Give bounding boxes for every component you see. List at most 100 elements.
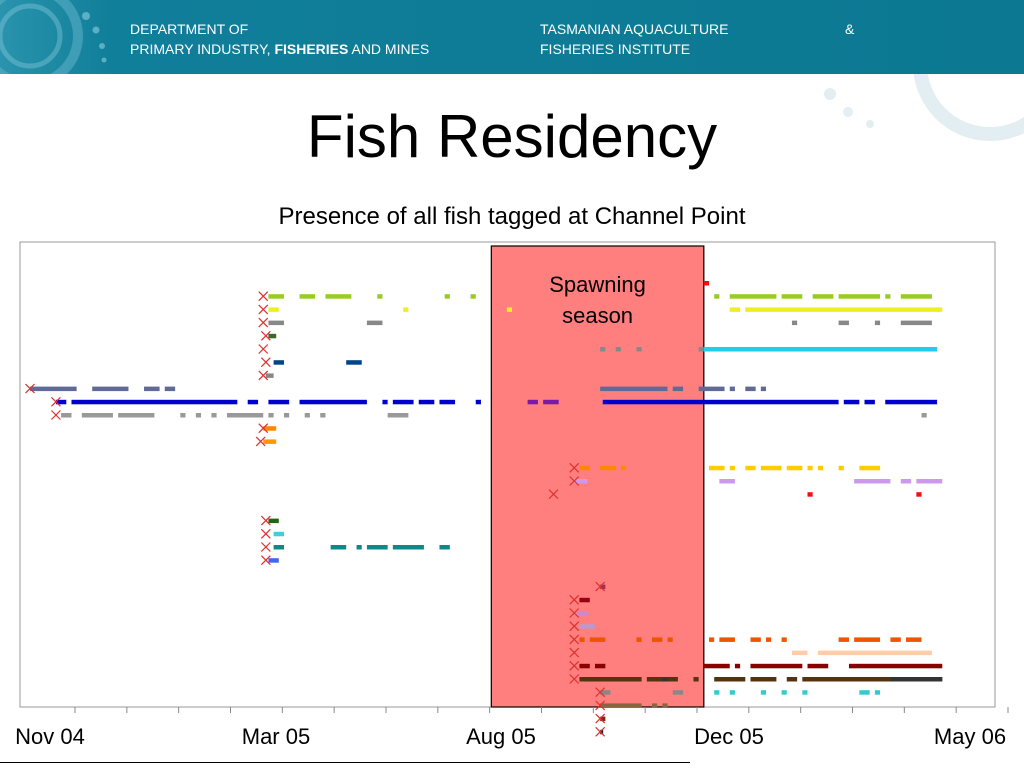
header-banner: DEPARTMENT OF PRIMARY INDUSTRY, FISHERIE… [0, 0, 1024, 74]
department-name: DEPARTMENT OF PRIMARY INDUSTRY, FISHERIE… [130, 19, 429, 59]
presence-segment [859, 690, 870, 695]
presence-segment [885, 294, 891, 299]
presence-segment [620, 465, 627, 471]
department-line-2-pre: PRIMARY INDUSTRY, [130, 41, 275, 57]
presence-segment [916, 479, 943, 484]
presence-segment [729, 690, 735, 695]
tag-marker [255, 436, 266, 447]
presence-segment [600, 690, 611, 695]
presence-segment [760, 386, 767, 392]
presence-segment [602, 399, 839, 405]
presence-segment [268, 399, 290, 405]
presence-segment [366, 320, 383, 326]
tag-marker [595, 687, 606, 698]
presence-segment [729, 386, 735, 392]
presence-segment [439, 399, 456, 405]
presence-segment [366, 545, 388, 550]
presence-segment [729, 307, 741, 312]
presence-segment [600, 716, 606, 722]
presence-segment [382, 399, 388, 405]
presence-segment [439, 545, 450, 550]
presence-segment [854, 479, 891, 484]
presence-segment [61, 413, 72, 418]
presence-segment [418, 399, 435, 405]
presence-segment [791, 650, 808, 656]
presence-segment [263, 426, 277, 431]
presence-segment [164, 386, 176, 392]
presence-segment [900, 320, 932, 326]
presence-segment [719, 637, 735, 642]
presence-segment [268, 558, 279, 563]
presence-segment [714, 690, 720, 695]
presence-segment [392, 545, 424, 550]
presence-segment [672, 690, 684, 695]
tag-marker [569, 647, 580, 658]
presence-segment [283, 413, 290, 418]
presence-segment [387, 413, 409, 418]
presence-segment [791, 320, 798, 326]
presence-segment [662, 677, 668, 682]
presence-segment [579, 677, 642, 682]
chart-subtitle: Presence of all fish tagged at Channel P… [278, 203, 746, 230]
presence-segment [703, 347, 938, 352]
presence-segment [729, 294, 777, 299]
presence-segment [807, 465, 813, 471]
presence-segment [781, 690, 787, 695]
department-line-2-post: AND MINES [348, 41, 430, 57]
presence-segment [714, 677, 746, 682]
institute-line-2: FISHERIES INSTITUTE [540, 41, 691, 57]
presence-segment [600, 386, 668, 392]
presence-segment [859, 465, 881, 471]
tag-marker [258, 370, 269, 381]
presence-segment [750, 663, 803, 669]
tag-marker [258, 344, 269, 354]
tag-marker [260, 330, 271, 341]
bottom-rule [0, 762, 690, 763]
presence-segment [781, 637, 787, 642]
tag-marker [260, 555, 271, 566]
presence-segment [579, 597, 590, 603]
presence-segment [786, 677, 798, 682]
presence-segment [636, 347, 642, 352]
tag-marker [50, 410, 61, 420]
x-tick-label: Dec 05 [694, 724, 764, 749]
presence-segment [750, 637, 761, 642]
presence-segment [781, 294, 803, 299]
presence-segment [579, 663, 590, 669]
presence-segment [874, 320, 881, 326]
presence-segment [719, 479, 735, 484]
spawning-season-label-line-2: season [562, 303, 633, 328]
presence-segment [709, 465, 725, 471]
presence-segment [527, 399, 538, 405]
presence-segment [226, 413, 264, 418]
tag-marker [258, 291, 269, 302]
presence-segment [760, 465, 782, 471]
corner-decoration [824, 74, 1024, 141]
tag-marker [260, 528, 271, 539]
presence-segment [81, 413, 113, 418]
presence-segment [268, 333, 277, 339]
x-tick-label: May 06 [934, 724, 1006, 749]
tag-marker [569, 462, 580, 473]
presence-segment [900, 294, 932, 299]
presence-segment [506, 307, 513, 312]
presence-segment [786, 465, 803, 471]
tag-marker [569, 594, 580, 605]
presence-segment [750, 677, 777, 682]
presence-segment [745, 465, 756, 471]
presence-segment [734, 663, 741, 669]
tag-marker [50, 396, 61, 407]
presence-segment [403, 307, 409, 312]
presence-segment [579, 637, 585, 642]
presence-segment [268, 307, 279, 312]
presence-segment [807, 492, 813, 497]
presence-segment [698, 347, 704, 352]
presence-segment [890, 637, 901, 642]
tag-marker [260, 357, 271, 368]
presence-segment [304, 413, 310, 418]
presence-segment [652, 703, 658, 708]
x-tick-label: Mar 05 [242, 724, 310, 749]
tag-marker [595, 700, 606, 711]
spawning-season-label-line-1: Spawning [549, 272, 646, 297]
